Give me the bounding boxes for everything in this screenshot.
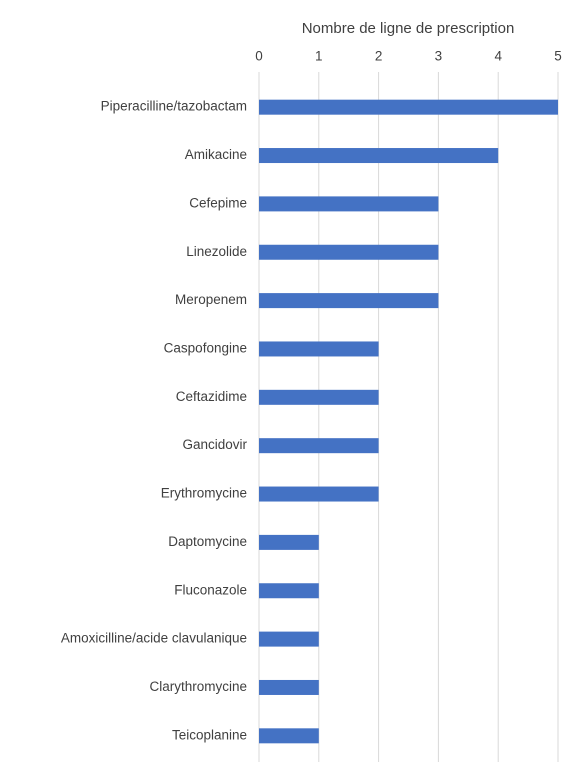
bar [259, 631, 319, 647]
y-tick-label: Clarythromycine [149, 679, 247, 694]
x-tick-label: 3 [435, 49, 443, 64]
bar [259, 196, 439, 212]
bar [259, 583, 319, 599]
x-tick-label: 0 [255, 49, 263, 64]
bar [259, 99, 558, 115]
x-tick-label: 1 [315, 49, 323, 64]
y-tick-label: Amikacine [185, 147, 247, 162]
y-tick-label: Fluconazole [174, 582, 247, 597]
bar [259, 679, 319, 695]
y-tick-label: Piperacilline/tazobactam [101, 99, 247, 114]
y-tick-label: Meropenem [175, 292, 247, 307]
y-tick-label: Ceftazidime [176, 389, 247, 404]
y-tick-label: Gancidovir [182, 437, 247, 452]
bar [259, 486, 379, 502]
x-tick-label: 2 [375, 49, 383, 64]
bar [259, 438, 379, 454]
bar [259, 293, 439, 309]
y-tick-label: Daptomycine [168, 534, 247, 549]
bar [259, 534, 319, 550]
y-tick-label: Erythromycine [161, 486, 247, 501]
bar [259, 148, 499, 164]
y-tick-label: Cefepime [189, 195, 247, 210]
bar [259, 244, 439, 260]
y-tick-label: Linezolide [186, 244, 247, 259]
y-tick-label: Caspofongine [164, 341, 247, 356]
y-tick-label: Amoxicilline/acide clavulanique [61, 631, 247, 646]
x-tick-label: 4 [494, 49, 502, 64]
x-tick-label: 5 [554, 49, 562, 64]
x-axis-title: Nombre de ligne de prescription [302, 20, 515, 37]
y-tick-label: Teicoplanine [172, 727, 247, 742]
bar [259, 389, 379, 405]
bar [259, 341, 379, 357]
bar [259, 728, 319, 744]
